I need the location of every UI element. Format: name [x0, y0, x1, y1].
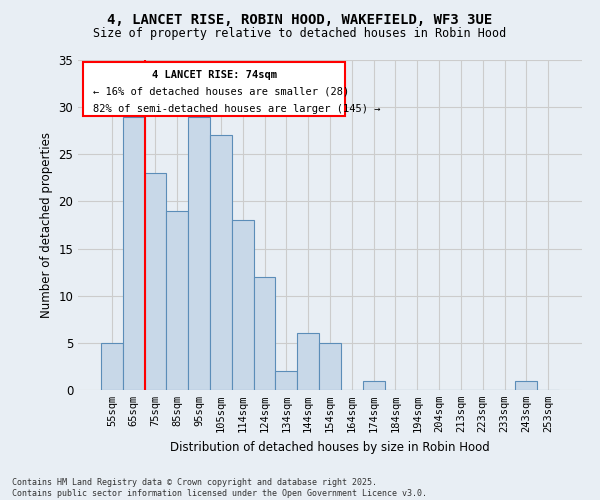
Bar [188, 116, 210, 390]
Text: ← 16% of detached houses are smaller (28): ← 16% of detached houses are smaller (28… [93, 87, 349, 97]
Text: 4 LANCET RISE: 74sqm: 4 LANCET RISE: 74sqm [152, 70, 277, 80]
Bar [101, 343, 123, 390]
X-axis label: Distribution of detached houses by size in Robin Hood: Distribution of detached houses by size … [170, 440, 490, 454]
Text: 4, LANCET RISE, ROBIN HOOD, WAKEFIELD, WF3 3UE: 4, LANCET RISE, ROBIN HOOD, WAKEFIELD, W… [107, 12, 493, 26]
Bar [145, 173, 166, 390]
Bar [363, 380, 385, 390]
Bar [210, 136, 232, 390]
Bar [166, 211, 188, 390]
Text: 82% of semi-detached houses are larger (145) →: 82% of semi-detached houses are larger (… [93, 104, 380, 114]
Text: Size of property relative to detached houses in Robin Hood: Size of property relative to detached ho… [94, 28, 506, 40]
Bar [297, 334, 319, 390]
FancyBboxPatch shape [83, 62, 345, 116]
Bar [254, 277, 275, 390]
Bar [515, 380, 537, 390]
Bar [123, 116, 145, 390]
Y-axis label: Number of detached properties: Number of detached properties [40, 132, 53, 318]
Text: Contains HM Land Registry data © Crown copyright and database right 2025.
Contai: Contains HM Land Registry data © Crown c… [12, 478, 427, 498]
Bar [232, 220, 254, 390]
Bar [319, 343, 341, 390]
Bar [275, 371, 297, 390]
